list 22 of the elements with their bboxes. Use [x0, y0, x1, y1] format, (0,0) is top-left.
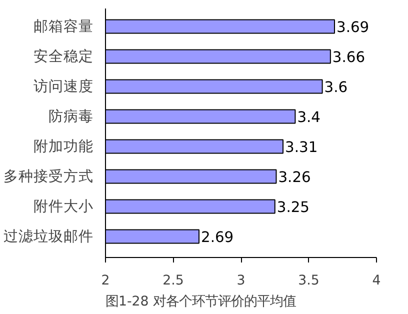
- x-tick-label: 2: [101, 274, 110, 288]
- y-tick-label: 过滤垃圾邮件: [4, 228, 94, 245]
- y-tick-label: 附加功能: [34, 138, 94, 155]
- y-tick-label: 安全稳定: [34, 48, 94, 65]
- data-label: 3.31: [285, 139, 318, 156]
- text: 图1-28 对各个环节评价的平均值: [106, 294, 296, 310]
- y-tick-label: 访问速度: [34, 78, 94, 95]
- data-label: 3.69: [336, 19, 370, 36]
- data-label: 3.26: [278, 169, 311, 186]
- data-label: 3.4: [297, 109, 321, 126]
- data-label: 3.66: [332, 49, 366, 66]
- x-tick-label: 4: [372, 274, 381, 288]
- data-label: 2.69: [200, 229, 234, 246]
- y-tick-label: 邮箱容量: [34, 18, 94, 35]
- data-label: 3.6: [324, 79, 348, 96]
- y-tick-label: 附件大小: [34, 198, 94, 215]
- y-tick-label: 多种接受方式: [4, 168, 94, 185]
- x-tick-label: 2.5: [162, 274, 184, 288]
- data-label: 3.25: [276, 199, 310, 216]
- x-tick-label: 3.5: [298, 274, 320, 288]
- y-tick-label: 防病毒: [48, 108, 94, 125]
- x-tick-label: 3: [236, 274, 246, 288]
